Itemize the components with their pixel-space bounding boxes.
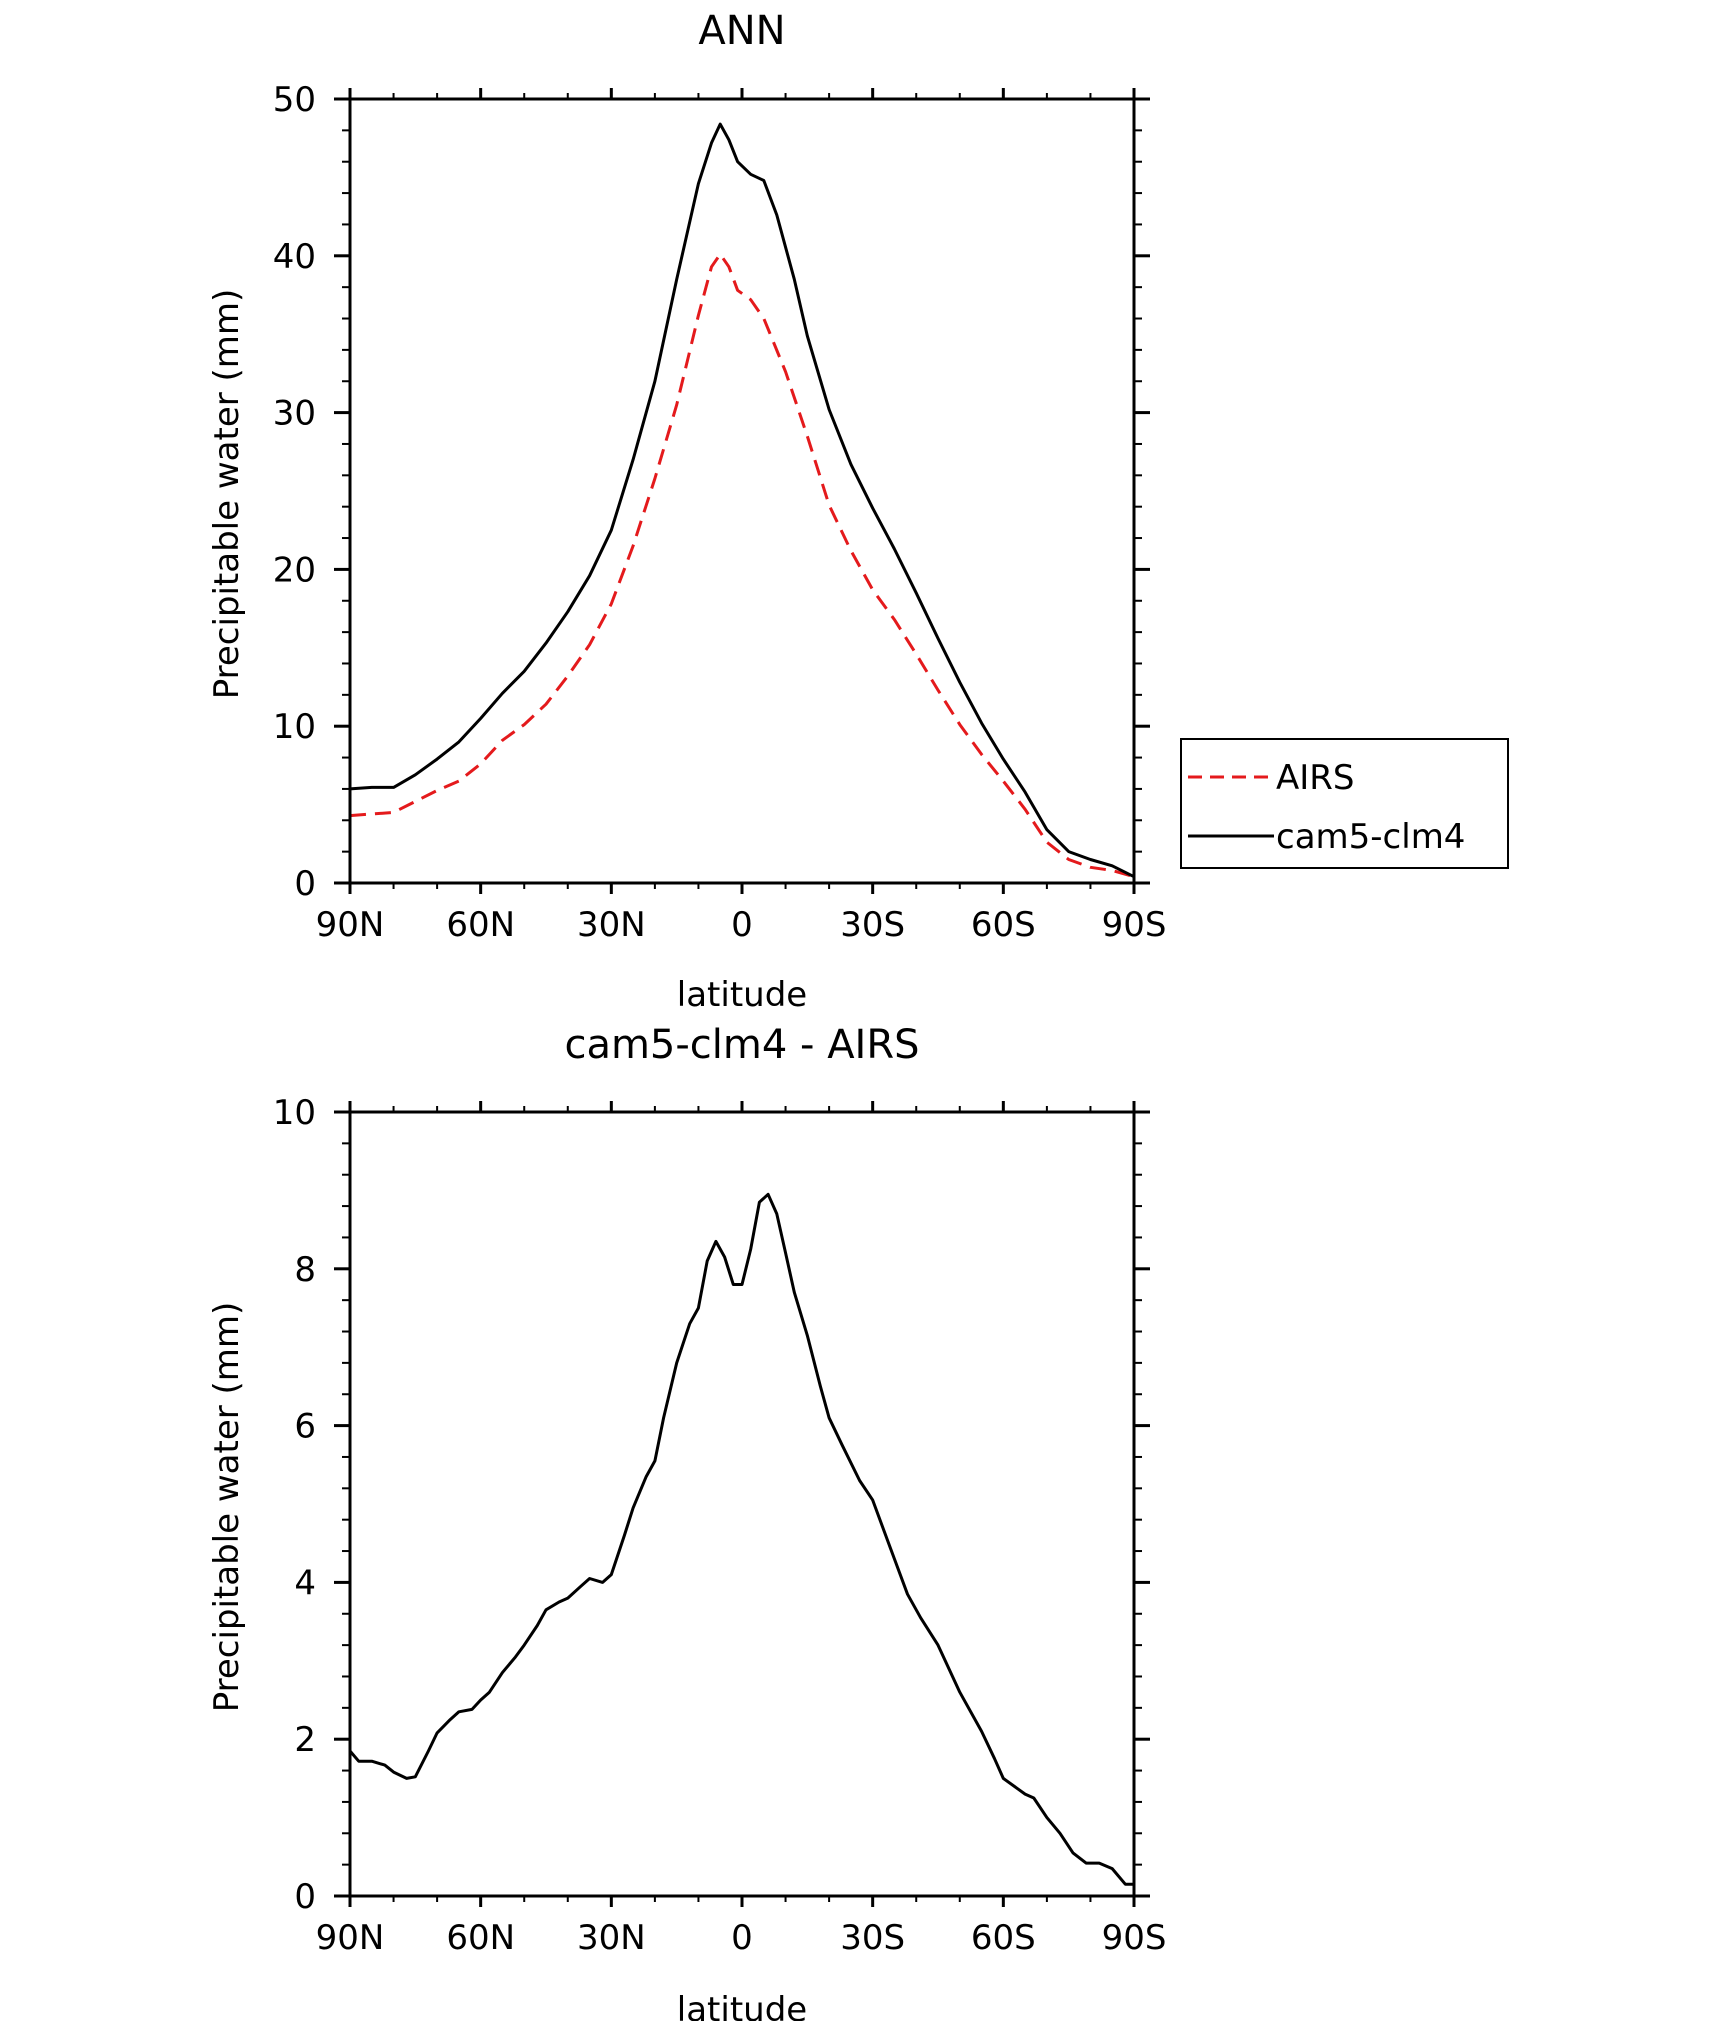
- x-tick-label: 90N: [316, 905, 385, 945]
- y-tick-label: 6: [294, 1407, 316, 1447]
- y-tick-label: 20: [273, 550, 316, 590]
- y-tick-label: 8: [294, 1250, 316, 1290]
- x-tick-label: 90N: [316, 1918, 385, 1958]
- legend-box: [1180, 738, 1509, 869]
- x-axis-label: latitude: [677, 1990, 807, 2021]
- series-line-difference: [348, 1192, 1134, 1886]
- x-tick-label: 30N: [577, 1918, 646, 1958]
- x-tick-label: 0: [731, 1918, 753, 1958]
- x-tick-label: 60S: [971, 905, 1036, 945]
- y-tick-label: 40: [273, 237, 316, 277]
- series-line-cam5-clm4: [349, 122, 1135, 879]
- plot-frame: [348, 1110, 1136, 1898]
- series-layer: [349, 122, 1135, 879]
- chart-annual-precipitable-water: ANN Precipitable water (mm) latitude 90N…: [207, 8, 1509, 1015]
- y-tick-label: 10: [273, 707, 316, 747]
- ticks-layer: 90N 60N 30N 0 30S 60S 90S 0 2 4 6 8 10: [273, 1093, 1167, 1958]
- y-tick-label: 10: [273, 1093, 316, 1133]
- y-tick-label: 4: [294, 1563, 316, 1603]
- x-tick-label: 90S: [1102, 905, 1167, 945]
- y-axis-label: Precipitable water (mm): [207, 1302, 247, 1713]
- y-tick-label: 2: [294, 1720, 316, 1760]
- legend-entry-airs: AIRS: [1276, 758, 1355, 798]
- x-tick-label: 0: [731, 905, 753, 945]
- x-tick-label: 60N: [446, 1918, 515, 1958]
- y-axis-label: Precipitable water (mm): [207, 289, 247, 700]
- ticks-layer: 90N 60N 30N 0 30S 60S 90S 0 10 20 30 40 50: [273, 80, 1167, 945]
- series-layer: [348, 1192, 1134, 1886]
- x-axis-label: latitude: [677, 975, 807, 1015]
- chart-difference-precipitable-water: cam5-clm4 - AIRS Precipitable water (mm)…: [207, 1022, 1166, 2021]
- legend-entry-cam5-clm4: cam5-clm4: [1276, 817, 1465, 857]
- x-tick-label: 60N: [446, 905, 515, 945]
- plot-frame: [348, 97, 1136, 885]
- chart-title: ANN: [698, 8, 785, 54]
- x-tick-label: 30S: [840, 1918, 905, 1958]
- chart-title: cam5-clm4 - AIRS: [564, 1022, 919, 1068]
- legend: AIRS cam5-clm4: [1180, 738, 1509, 869]
- y-tick-label: 30: [273, 394, 316, 434]
- series-line-airs: [349, 252, 1135, 879]
- x-tick-label: 90S: [1102, 1918, 1167, 1958]
- x-tick-label: 30S: [840, 905, 905, 945]
- x-tick-label: 30N: [577, 905, 646, 945]
- x-tick-label: 60S: [971, 1918, 1036, 1958]
- y-tick-label: 0: [294, 1877, 316, 1917]
- y-tick-label: 0: [294, 864, 316, 904]
- y-tick-label: 50: [273, 80, 316, 120]
